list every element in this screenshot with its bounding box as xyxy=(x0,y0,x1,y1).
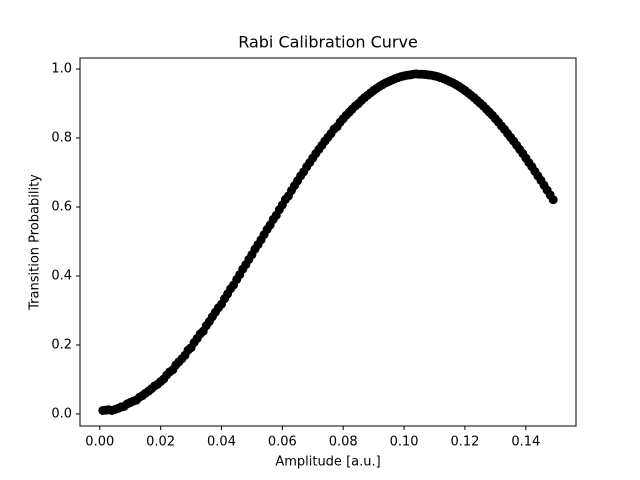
chart-title: Rabi Calibration Curve xyxy=(238,33,418,52)
x-tick-label: 0.06 xyxy=(268,435,297,450)
x-tick-label: 0.02 xyxy=(146,435,175,450)
x-tick-label: 0.14 xyxy=(511,435,540,450)
y-tick-label: 0.8 xyxy=(51,131,72,146)
x-tick-label: 0.10 xyxy=(390,435,419,450)
y-tick-label: 0.0 xyxy=(51,406,72,421)
y-tick-label: 1.0 xyxy=(51,62,72,77)
data-point xyxy=(548,195,558,205)
y-tick-label: 0.6 xyxy=(51,199,72,214)
y-tick-label: 0.4 xyxy=(51,268,72,283)
y-axis-label: Transition Probability xyxy=(28,174,43,311)
x-tick-label: 0.00 xyxy=(85,435,114,450)
x-tick-label: 0.08 xyxy=(329,435,358,450)
axes-frame xyxy=(79,57,577,427)
x-axis-label: Amplitude [a.u.] xyxy=(275,455,380,470)
y-tick-label: 0.2 xyxy=(51,337,72,352)
x-tick-label: 0.12 xyxy=(450,435,479,450)
x-tick-label: 0.04 xyxy=(207,435,236,450)
